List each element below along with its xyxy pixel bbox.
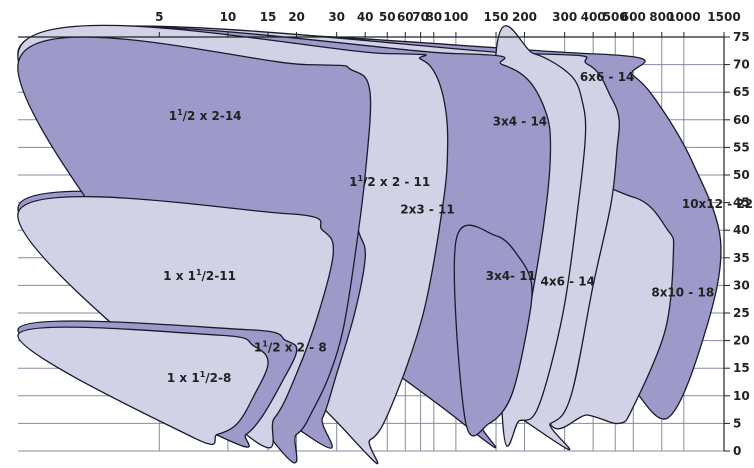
region-label: 11/2 x 2 - 8 bbox=[254, 340, 327, 355]
x-tick-label: 150 bbox=[483, 10, 508, 24]
x-tick-label: 80 bbox=[425, 10, 442, 24]
region-label: 11/2 x 2-14 bbox=[169, 108, 242, 123]
y-tick-label: 70 bbox=[733, 58, 750, 72]
y-tick-label: 15 bbox=[733, 361, 750, 375]
region-label: 1 x 11/2-11 bbox=[163, 268, 236, 283]
region-label: 10x12 - 22 bbox=[682, 197, 753, 211]
region-label: 3x4 - 14 bbox=[493, 114, 547, 128]
x-tick-label: 800 bbox=[649, 10, 674, 24]
y-tick-label: 55 bbox=[733, 140, 750, 154]
y-tick-label: 0 bbox=[733, 444, 741, 458]
x-tick-label: 50 bbox=[379, 10, 396, 24]
x-tick-label: 300 bbox=[552, 10, 577, 24]
x-tick-label: 1000 bbox=[667, 10, 700, 24]
y-tick-label: 5 bbox=[733, 416, 741, 430]
y-tick-label: 35 bbox=[733, 251, 750, 265]
y-tick-label: 40 bbox=[733, 223, 750, 237]
x-tick-label: 600 bbox=[621, 10, 646, 24]
region-1-x-1-8 bbox=[17, 326, 269, 446]
region-labels: 11/2 x 2-14 3x4 - 14 6x6 - 14 11/2 x 2 - 11… bbox=[163, 70, 753, 385]
curve-regions bbox=[17, 24, 722, 465]
y-tick-label: 50 bbox=[733, 168, 750, 182]
y-tick-label: 20 bbox=[733, 334, 750, 348]
region-label: 2x3 - 11 bbox=[400, 203, 454, 217]
x-tick-label: 10 bbox=[220, 10, 237, 24]
region-label: 1 x 11/2-8 bbox=[167, 370, 231, 385]
y-tick-label: 30 bbox=[733, 278, 750, 292]
y-axis-ticks: 0 5 10 15 20 25 30 35 40 45 50 55 60 65 70 75 bbox=[724, 30, 750, 458]
x-tick-label: 60 bbox=[397, 10, 414, 24]
region-3x4-11 bbox=[453, 224, 533, 437]
y-tick-label: 10 bbox=[733, 389, 750, 403]
x-tick-label: 5 bbox=[155, 10, 163, 24]
region-label: 8x10 - 18 bbox=[651, 285, 714, 299]
x-tick-label: 30 bbox=[328, 10, 345, 24]
x-tick-label: 400 bbox=[581, 10, 606, 24]
x-tick-label: 70 bbox=[412, 10, 429, 24]
region-label: 11/2 x 2 - 11 bbox=[349, 174, 430, 189]
x-tick-label: 100 bbox=[443, 10, 468, 24]
y-tick-label: 25 bbox=[733, 306, 750, 320]
region-label: 3x4- 11 bbox=[486, 269, 536, 283]
x-tick-label: 40 bbox=[357, 10, 374, 24]
x-tick-label: 20 bbox=[288, 10, 305, 24]
y-tick-label: 75 bbox=[733, 30, 750, 44]
region-label: 6x6 - 14 bbox=[580, 70, 634, 84]
x-tick-label: 500 bbox=[603, 10, 628, 24]
y-tick-label: 45 bbox=[733, 196, 750, 210]
y-tick-label: 65 bbox=[733, 85, 750, 99]
x-tick-label: 1500 bbox=[707, 10, 740, 24]
x-tick-label: 200 bbox=[512, 10, 537, 24]
y-tick-label: 60 bbox=[733, 113, 750, 127]
x-tick-label: 15 bbox=[260, 10, 277, 24]
region-label: 4x6 - 14 bbox=[540, 274, 594, 288]
